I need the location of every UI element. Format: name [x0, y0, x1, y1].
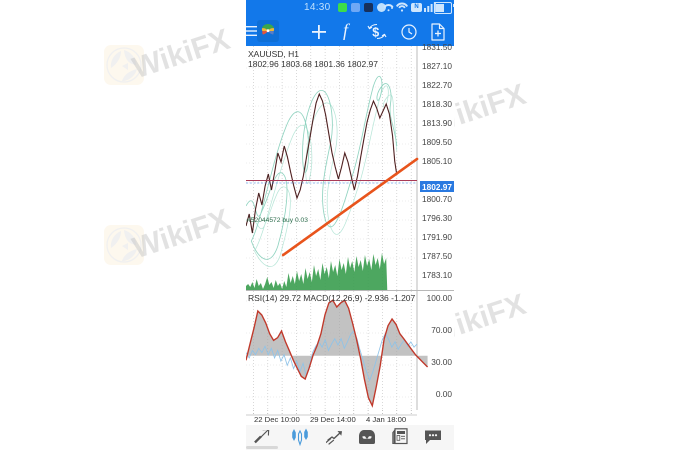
svg-text:#52044572 buy 0.03: #52044572 buy 0.03 [247, 217, 308, 224]
svg-text:$: $ [372, 25, 379, 39]
